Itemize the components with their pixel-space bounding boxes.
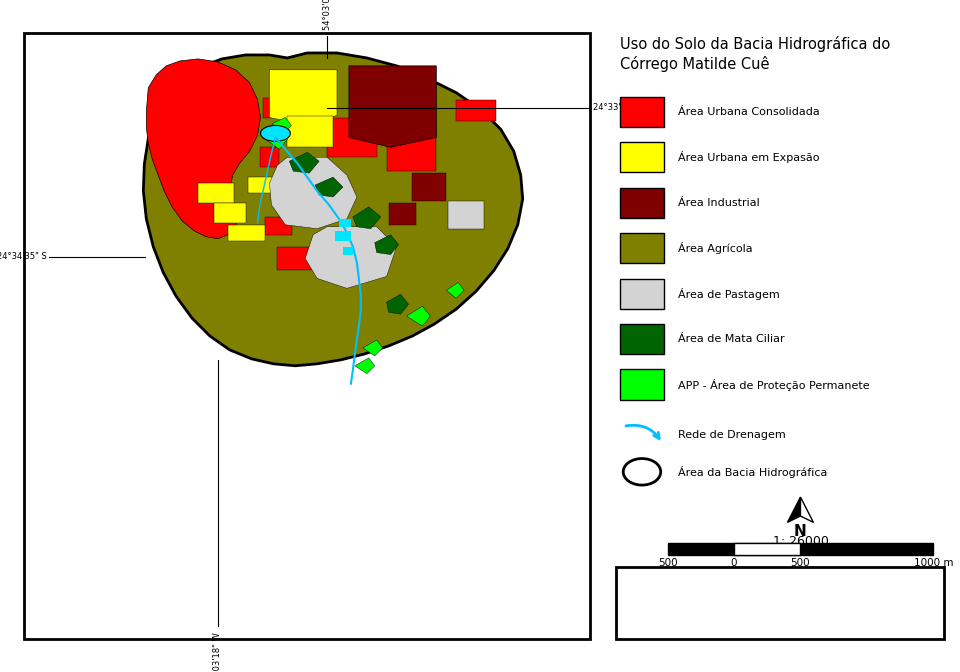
Bar [620, 142, 664, 173]
Polygon shape [289, 153, 319, 173]
Text: 24°34'35" S: 24°34'35" S [0, 252, 47, 261]
Polygon shape [146, 59, 260, 239]
Polygon shape [456, 99, 496, 122]
Polygon shape [259, 147, 279, 167]
Polygon shape [355, 358, 374, 374]
Bar [620, 370, 664, 400]
Text: Área Urbana Consolidada: Área Urbana Consolidada [678, 107, 820, 117]
Text: 24°33'38" S: 24°33'38" S [593, 103, 643, 112]
Text: 54°03'18" W: 54°03'18" W [213, 632, 223, 672]
Polygon shape [266, 130, 287, 149]
Text: 1: 26000: 1: 26000 [773, 535, 828, 548]
Bar [616, 566, 944, 639]
Polygon shape [277, 247, 313, 270]
Polygon shape [374, 235, 398, 255]
Polygon shape [353, 207, 381, 228]
Bar [734, 543, 801, 554]
Text: Fonte: Image DigitalGlobe (2007) - worldwide
high-res imagery.

Elaboração: ROCH: Fonte: Image DigitalGlobe (2007) - world… [630, 571, 878, 623]
Text: 500: 500 [658, 558, 678, 568]
Polygon shape [143, 53, 522, 366]
Polygon shape [266, 217, 292, 235]
Polygon shape [787, 497, 801, 522]
Polygon shape [305, 226, 396, 288]
Polygon shape [448, 201, 484, 228]
Text: 500: 500 [791, 558, 810, 568]
Bar [620, 324, 664, 354]
Polygon shape [270, 157, 357, 228]
Polygon shape [348, 66, 436, 147]
Polygon shape [273, 118, 291, 134]
Polygon shape [387, 128, 436, 171]
Text: N: N [794, 523, 806, 539]
Bar [620, 97, 664, 127]
Polygon shape [262, 97, 285, 118]
Bar [339, 219, 351, 226]
Polygon shape [413, 173, 446, 201]
Bar [620, 233, 664, 263]
Text: Área da Bacia Hidrográfica: Área da Bacia Hidrográfica [678, 466, 828, 478]
Text: APP - Área de Proteção Permanete: APP - Área de Proteção Permanete [678, 378, 870, 390]
Bar [620, 187, 664, 218]
Polygon shape [446, 282, 464, 298]
Text: Rede de Drenagem: Rede de Drenagem [678, 430, 785, 440]
Text: Área Urbana em Expasão: Área Urbana em Expasão [678, 151, 819, 163]
Text: Área de Pastagem: Área de Pastagem [678, 288, 780, 300]
Text: Área Agrícola: Área Agrícola [678, 242, 753, 254]
Text: Área de Mata Ciliar: Área de Mata Ciliar [678, 334, 784, 344]
Bar [667, 543, 933, 554]
Polygon shape [389, 203, 417, 224]
Polygon shape [198, 183, 233, 203]
Ellipse shape [260, 126, 290, 141]
Bar [343, 247, 353, 255]
Text: Uso do Solo da Bacia Hidrográfica do
Córrego Matilde Cuê: Uso do Solo da Bacia Hidrográfica do Cór… [620, 36, 890, 72]
Polygon shape [363, 340, 383, 356]
Polygon shape [315, 177, 343, 197]
Polygon shape [801, 497, 813, 522]
Polygon shape [270, 70, 337, 124]
Polygon shape [387, 294, 409, 314]
Bar [335, 230, 351, 241]
Polygon shape [317, 257, 347, 278]
Polygon shape [406, 306, 430, 326]
Text: Área Industrial: Área Industrial [678, 198, 759, 208]
Polygon shape [228, 224, 266, 241]
Bar [620, 278, 664, 309]
Polygon shape [248, 177, 277, 193]
Text: 0: 0 [731, 558, 737, 568]
Text: 1000 m: 1000 m [914, 558, 953, 568]
Polygon shape [214, 203, 246, 223]
Text: 54°03'06" W: 54°03'06" W [323, 0, 331, 30]
Polygon shape [327, 118, 376, 157]
Polygon shape [287, 116, 333, 147]
